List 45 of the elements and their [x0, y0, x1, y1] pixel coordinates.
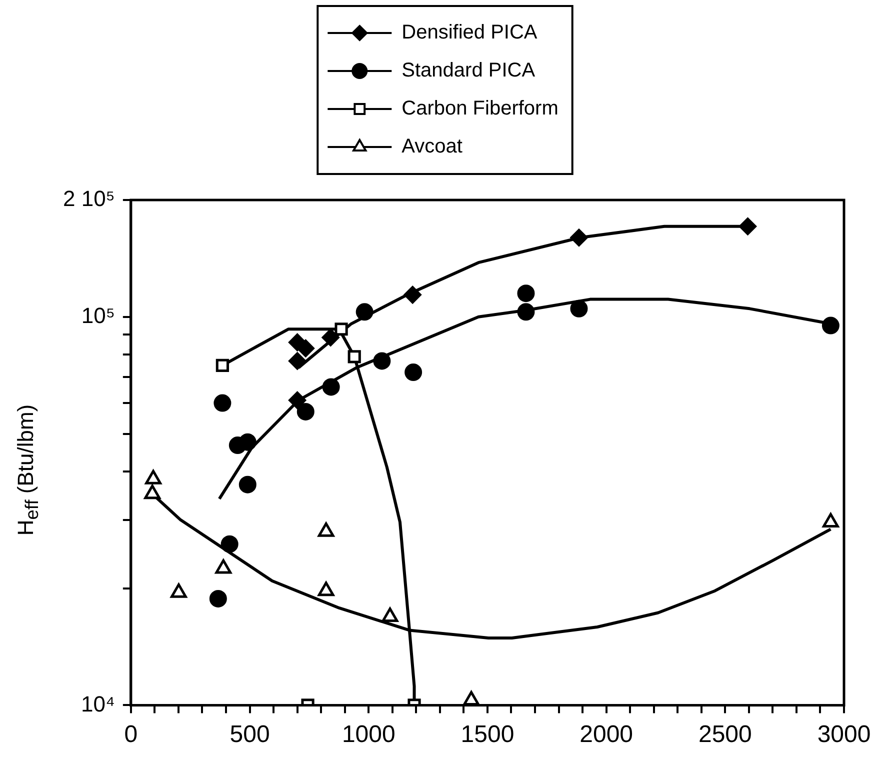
point — [220, 535, 238, 553]
point — [238, 476, 256, 494]
x-tick-label: 0 — [124, 721, 138, 748]
point — [322, 378, 340, 396]
legend-label: Densified PICA — [402, 22, 538, 44]
point — [144, 484, 161, 500]
point — [238, 433, 256, 451]
x-tick-label: 500 — [230, 721, 270, 748]
point — [296, 340, 314, 358]
point — [288, 392, 306, 409]
x-tick-label: 2500 — [698, 721, 752, 748]
point — [570, 300, 588, 318]
point — [215, 559, 232, 574]
point — [216, 358, 229, 372]
point — [170, 583, 187, 598]
y-tick-label: 10⁵ — [81, 302, 115, 328]
point — [318, 522, 334, 537]
x-tick-label: 2000 — [580, 721, 634, 748]
point — [348, 350, 361, 364]
x-tick-label: 3000 — [817, 721, 871, 748]
x-tick-label: 1000 — [342, 721, 396, 748]
point — [288, 352, 306, 370]
point — [296, 402, 314, 420]
point — [145, 470, 162, 484]
point — [214, 394, 232, 412]
legend-label: Standard PICA — [402, 60, 536, 82]
point — [517, 284, 535, 302]
point — [822, 512, 839, 528]
point — [382, 607, 398, 622]
point — [738, 218, 756, 236]
point — [322, 328, 340, 346]
y-tick-label: 2 10⁵ — [62, 186, 115, 212]
point — [517, 303, 535, 321]
legend-label: Avcoat — [402, 136, 463, 158]
point — [570, 228, 588, 246]
y-tick-label: 10⁴ — [81, 691, 115, 716]
point — [822, 316, 840, 334]
point — [404, 286, 422, 304]
legend-label: Carbon Fiberform — [402, 98, 558, 120]
point — [404, 364, 422, 382]
point — [318, 582, 334, 596]
point — [373, 352, 391, 370]
x-tick-label: 1500 — [460, 721, 514, 748]
point — [334, 322, 348, 336]
point — [356, 303, 374, 321]
